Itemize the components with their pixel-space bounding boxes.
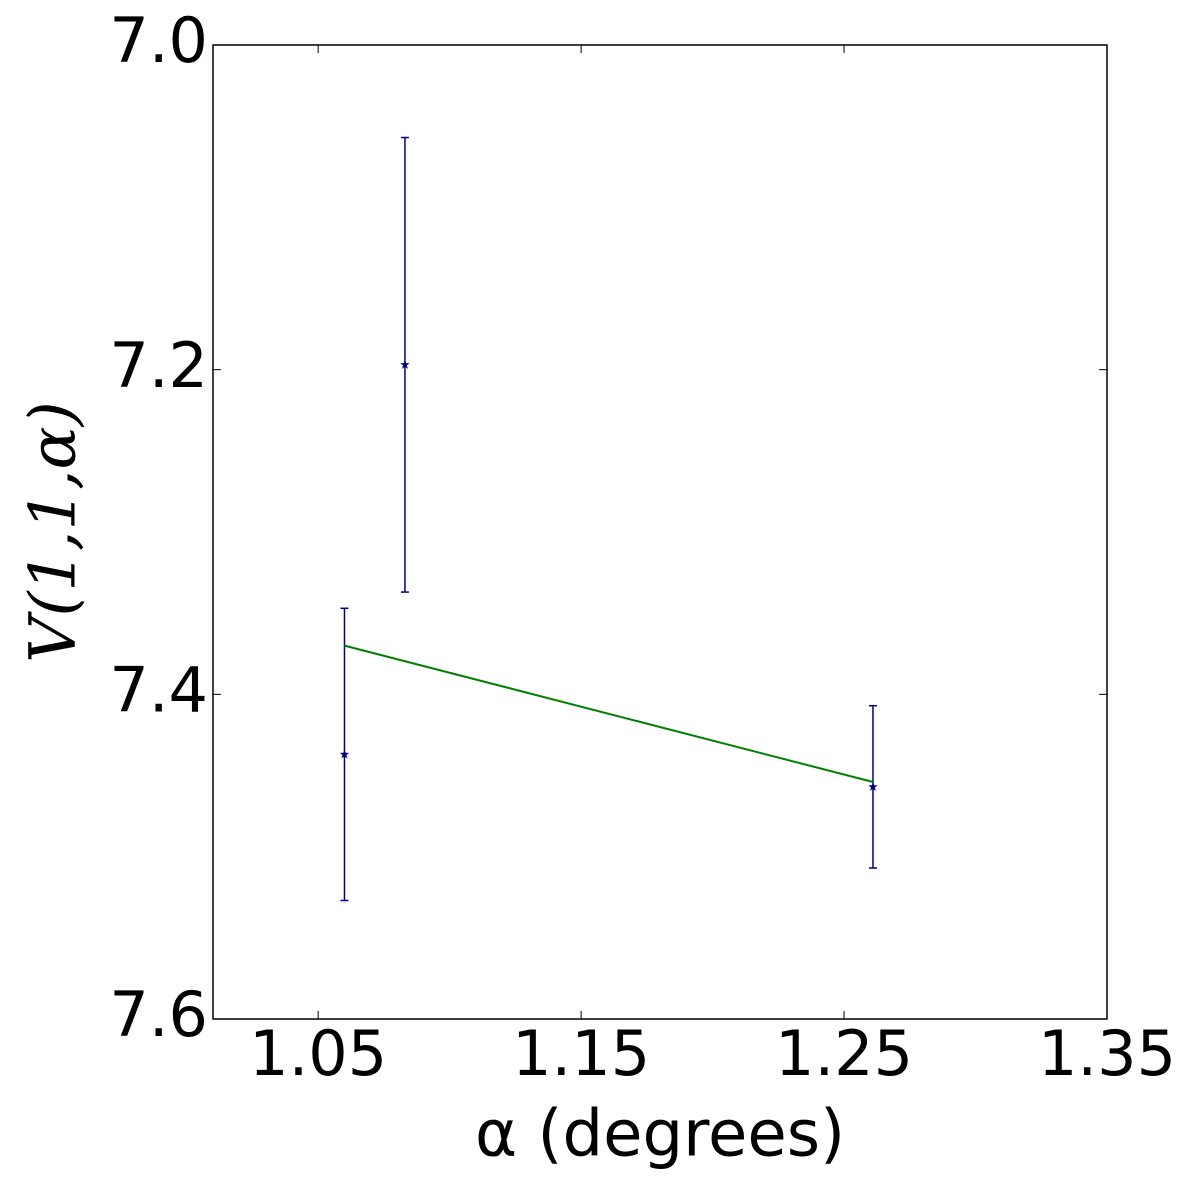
y-tick-label: 7.6: [109, 978, 208, 1051]
point: [339, 749, 350, 759]
x-tick-label: 1.05: [249, 1017, 387, 1090]
plot-frame: [212, 44, 1108, 1020]
y-tick-label: 7.2: [109, 329, 208, 402]
y-tick-label: 7.0: [109, 4, 208, 77]
x-axis-label: α (degrees): [475, 1098, 845, 1172]
point: [400, 359, 410, 369]
x-tick-label: 1.35: [1038, 1017, 1176, 1090]
y-axis-label: V(1,1,α): [17, 401, 91, 663]
y-tick-label: 7.4: [109, 653, 208, 726]
x-tick-label: 1.15: [512, 1017, 650, 1090]
line: [344, 644, 874, 783]
point: [868, 781, 878, 791]
x-tick-label: 1.25: [775, 1017, 913, 1090]
